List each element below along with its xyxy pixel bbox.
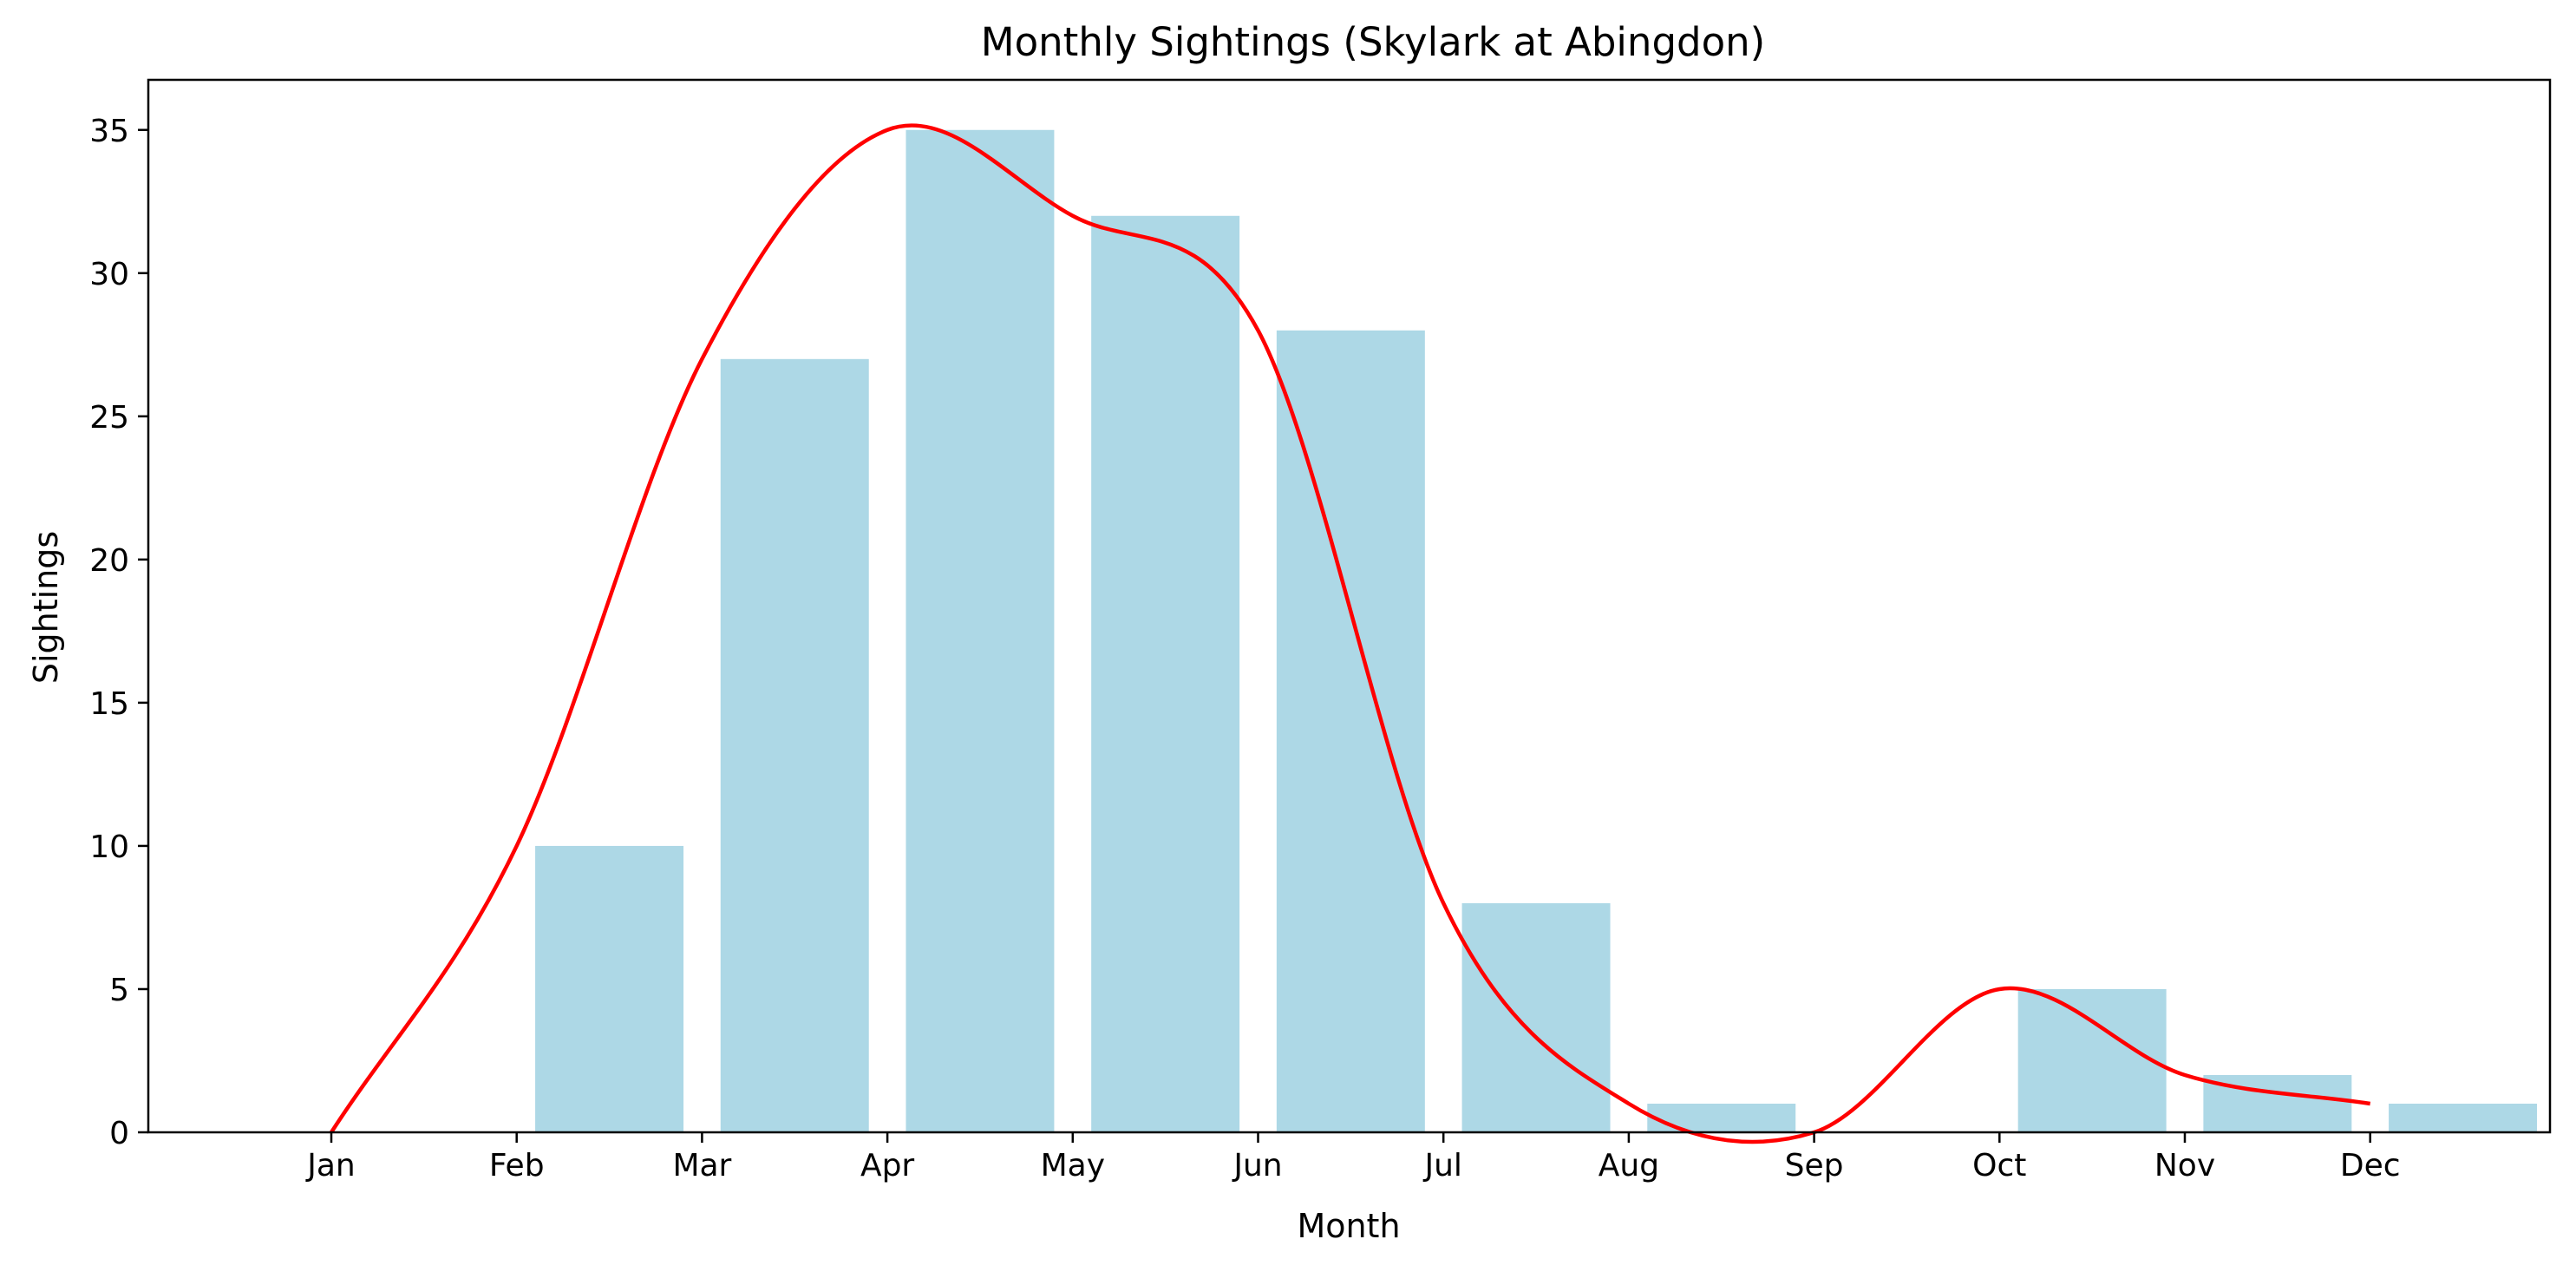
x-tick-label: Jun [1232, 1148, 1282, 1183]
y-axis: 0 5 10 15 20 25 30 35 [89, 114, 148, 1151]
bar-apr [906, 129, 1055, 1132]
x-tick-label: Sep [1785, 1148, 1844, 1183]
y-tick-label: 0 [109, 1116, 129, 1151]
y-tick-label: 35 [89, 114, 129, 149]
bar-may [1091, 215, 1240, 1132]
y-tick-label: 30 [89, 257, 129, 292]
y-tick-label: 15 [89, 686, 129, 722]
x-tick-label: Jan [305, 1148, 356, 1183]
bar-feb [535, 845, 684, 1132]
y-axis-label: Sightings [27, 531, 65, 684]
bars [535, 129, 2538, 1133]
x-tick-label: Dec [2340, 1148, 2401, 1183]
trend-line [330, 123, 2371, 1144]
x-tick-label: Jul [1422, 1148, 1461, 1183]
bar-mar [720, 358, 869, 1133]
bar-jun [1276, 330, 1425, 1132]
x-axis: Jan Feb Mar Apr May Jun Jul Aug Sep Oct Nov Dec [305, 1132, 2401, 1183]
bar-oct [2017, 988, 2167, 1132]
bar-jul [1461, 902, 1611, 1132]
x-tick-label: Mar [672, 1148, 731, 1183]
x-axis-label: Month [1297, 1207, 1400, 1245]
x-tick-label: Feb [489, 1148, 545, 1183]
bar-aug [1647, 1103, 1796, 1132]
x-tick-label: May [1041, 1148, 1105, 1183]
x-tick-label: Apr [860, 1148, 914, 1183]
bar-dec [2389, 1103, 2538, 1132]
chart-title: Monthly Sightings (Skylark at Abingdon) [981, 19, 1765, 65]
x-tick-label: Oct [1972, 1148, 2026, 1183]
y-tick-label: 5 [109, 973, 129, 1008]
y-tick-label: 20 [89, 543, 129, 579]
x-tick-label: Nov [2154, 1148, 2215, 1183]
x-tick-label: Aug [1599, 1148, 1659, 1183]
plot-frame [147, 78, 2552, 1134]
y-tick-label: 10 [89, 829, 129, 865]
y-tick-label: 25 [89, 400, 129, 436]
